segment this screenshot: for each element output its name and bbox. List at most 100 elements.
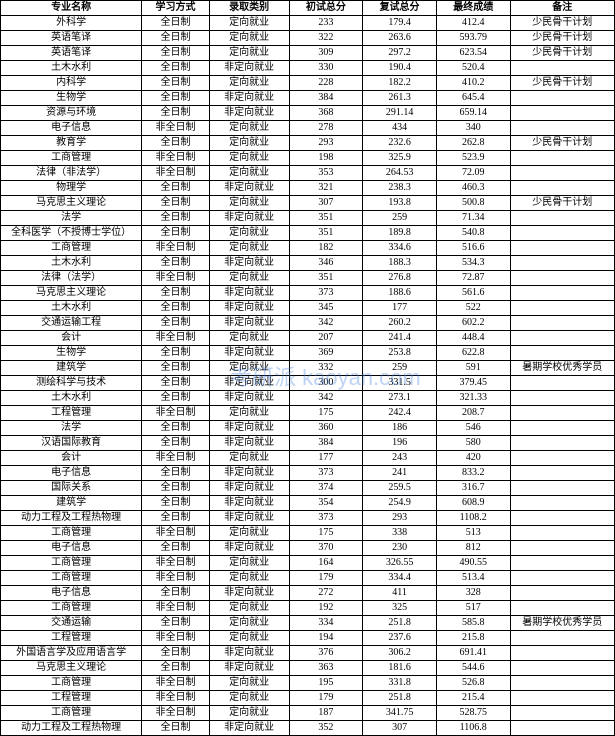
table-cell: 321.33 [436,391,510,406]
table-cell: 非定向就业 [209,286,289,301]
table-cell: 定向就业 [209,166,289,181]
table-row: 马克思主义理论全日制定向就业307193.8500.8少民骨干计划 [1,196,615,211]
table-row: 工商管理非全日制定向就业198325.9523.9 [1,151,615,166]
table-cell: 259.5 [363,481,437,496]
table-cell: 工商管理 [1,571,142,586]
table-cell: 交通运输 [1,616,142,631]
table-cell: 非定向就业 [209,106,289,121]
table-cell: 276.8 [363,271,437,286]
table-cell: 定向就业 [209,196,289,211]
table-cell [510,376,614,391]
table-cell: 物理学 [1,181,142,196]
admission-table: 专业名称学习方式录取类别初试总分复试总分最终成绩备注 外科学全日制定向就业233… [0,0,615,736]
table-cell: 513.4 [436,571,510,586]
table-cell: 全日制 [142,46,210,61]
table-cell [510,646,614,661]
table-header-cell: 学习方式 [142,1,210,16]
table-cell: 373 [289,511,363,526]
table-cell [510,391,614,406]
table-cell: 363 [289,661,363,676]
table-cell: 412.4 [436,16,510,31]
table-cell: 243 [363,451,437,466]
table-cell [510,451,614,466]
table-cell: 181.6 [363,661,437,676]
table-cell: 264.53 [363,166,437,181]
table-cell: 全日制 [142,721,210,736]
table-row: 工商管理非全日制定向就业182334.6516.6 [1,241,615,256]
table-cell: 251.8 [363,616,437,631]
table-cell: 全日制 [142,421,210,436]
table-cell: 全日制 [142,16,210,31]
table-cell: 全日制 [142,361,210,376]
table-cell: 非全日制 [142,166,210,181]
table-cell: 334 [289,616,363,631]
table-cell: 460.3 [436,181,510,196]
table-cell: 定向就业 [209,526,289,541]
table-cell: 定向就业 [209,331,289,346]
table-cell: 定向就业 [209,571,289,586]
table-cell: 会计 [1,331,142,346]
table-cell [510,526,614,541]
table-cell: 207 [289,331,363,346]
table-cell: 368 [289,106,363,121]
table-cell [510,571,614,586]
table-row: 工商管理非全日制定向就业164326.55490.55 [1,556,615,571]
table-cell: 非定向就业 [209,661,289,676]
table-row: 工程管理非全日制定向就业194237.6215.8 [1,631,615,646]
table-cell: 非定向就业 [209,256,289,271]
table-cell: 全日制 [142,436,210,451]
table-cell: 定向就业 [209,406,289,421]
table-cell: 263.6 [363,31,437,46]
table-cell: 241.4 [363,331,437,346]
table-cell: 330 [289,61,363,76]
table-cell: 外科学 [1,16,142,31]
table-cell: 土木水利 [1,391,142,406]
table-cell: 马克思主义理论 [1,661,142,676]
table-cell [510,706,614,721]
table-row: 电子信息全日制非定向就业272411328 [1,586,615,601]
table-cell: 工商管理 [1,241,142,256]
table-cell: 242.4 [363,406,437,421]
table-cell: 电子信息 [1,466,142,481]
table-cell: 全日制 [142,391,210,406]
table-row: 建筑学全日制定向就业332259591暑期学校优秀学员 [1,361,615,376]
table-cell [510,256,614,271]
table-cell [510,496,614,511]
table-cell: 208.7 [436,406,510,421]
table-cell: 241 [363,466,437,481]
table-row: 法律（非法学）非全日制定向就业353264.5372.09 [1,166,615,181]
table-row: 工商管理非全日制定向就业192325517 [1,601,615,616]
table-cell: 外国语言学及应用语言学 [1,646,142,661]
table-cell [510,226,614,241]
table-cell: 260.2 [363,316,437,331]
table-cell: 非定向就业 [209,316,289,331]
table-cell: 少民骨干计划 [510,31,614,46]
table-cell: 少民骨干计划 [510,136,614,151]
table-row: 马克思主义理论全日制非定向就业373188.6561.6 [1,286,615,301]
table-cell: 定向就业 [209,136,289,151]
table-cell: 非全日制 [142,556,210,571]
table-cell: 384 [289,436,363,451]
table-cell: 540.8 [436,226,510,241]
table-cell: 马克思主义理论 [1,286,142,301]
table-row: 物理学全日制非定向就业321238.3460.3 [1,181,615,196]
table-cell: 暑期学校优秀学员 [510,361,614,376]
table-cell: 工商管理 [1,601,142,616]
table-cell: 非定向就业 [209,541,289,556]
table-cell: 522 [436,301,510,316]
table-cell: 1108.2 [436,511,510,526]
table-cell: 369 [289,346,363,361]
table-cell: 会计 [1,451,142,466]
table-cell: 工商管理 [1,556,142,571]
table-cell: 326.55 [363,556,437,571]
table-cell: 全日制 [142,301,210,316]
table-cell: 国际关系 [1,481,142,496]
table-cell: 645.4 [436,91,510,106]
table-cell: 英语笔译 [1,31,142,46]
table-body: 外科学全日制定向就业233179.4412.4少民骨干计划英语笔译全日制定向就业… [1,16,615,736]
table-cell: 建筑学 [1,496,142,511]
table-cell: 定向就业 [209,76,289,91]
table-cell: 非定向就业 [209,436,289,451]
table-cell: 520.4 [436,61,510,76]
table-cell: 420 [436,451,510,466]
